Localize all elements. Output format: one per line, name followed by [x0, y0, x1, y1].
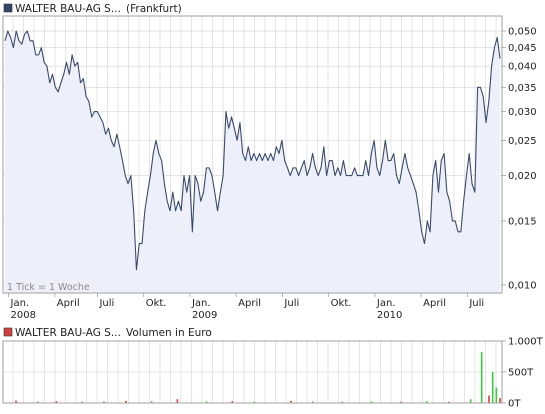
price-x-tick-year: 2009 [192, 310, 217, 321]
price-y-tick-label: 0,040 [508, 62, 537, 73]
price-area [5, 31, 500, 294]
price-x-tick-label: April [238, 298, 261, 309]
volume-bar [488, 395, 490, 403]
price-line [4, 30, 501, 271]
volume-y-tick-label: 1.000T [508, 337, 544, 348]
price-x-tick-year: 2008 [11, 310, 36, 321]
volume-bar [425, 401, 428, 403]
volume-bar [341, 401, 344, 403]
price-y-tick-label: 0,035 [508, 83, 537, 94]
volume-y-tick-label: 0T [508, 399, 521, 410]
volume-legend-market: Volumen in Euro [126, 327, 212, 339]
volume-bar [370, 401, 373, 403]
volume-y-tick-label: 500T [508, 368, 534, 379]
volume-bar [312, 401, 314, 403]
price-x-tick-label: Okt. [331, 298, 352, 309]
price-y-tick-label: 0,020 [508, 171, 537, 182]
volume-bar [480, 352, 483, 403]
volume-bar [125, 400, 127, 403]
price-x-tick-label: Jan. [10, 298, 30, 309]
volume-bars [15, 352, 501, 403]
volume-bar [447, 401, 450, 403]
price-y-tick-label: 0,010 [508, 280, 537, 291]
volume-bar [469, 399, 472, 403]
price-y-axis: 0,010 0,015 0,020 0,025 0,030 0,035 0,040 0,045… [502, 27, 537, 291]
volume-bar [499, 398, 501, 403]
volume-legend-swatch [3, 327, 13, 337]
price-plot-frame [2, 15, 503, 294]
price-y-tick-label: 0,045 [508, 43, 537, 54]
volume-bar [400, 401, 402, 403]
price-legend-market: (Frankfurt) [126, 3, 182, 15]
price-x-tick-year: 2010 [377, 310, 402, 321]
volume-grid [3, 340, 502, 404]
price-legend-label: WALTER BAU-AG S... [15, 3, 121, 15]
price-x-tick-label: Juli [468, 298, 484, 309]
price-x-tick-label: Jan. [191, 298, 211, 309]
price-x-tick-label: Okt. [146, 298, 167, 309]
volume-bar [55, 401, 58, 403]
volume-bar [150, 401, 153, 403]
volume-bar [231, 401, 234, 403]
price-x-tick-label: Jan. [376, 298, 396, 309]
volume-y-axis: 0T 500T 1.000T [502, 337, 544, 410]
volume-bar [15, 400, 17, 403]
price-y-tick-label: 0,015 [508, 216, 537, 227]
price-x-tick-label: April [423, 298, 446, 309]
volume-bar [81, 401, 83, 403]
price-legend-swatch [3, 3, 13, 13]
price-x-tick-label: Juli [98, 298, 114, 309]
price-x-tick-label: April [57, 298, 80, 309]
volume-legend-label: WALTER BAU-AG S... [15, 327, 121, 339]
price-area-fill [5, 31, 500, 294]
price-series-line [4, 30, 501, 271]
volume-bar [253, 401, 256, 403]
volume-bar [176, 399, 179, 403]
price-y-tick-label: 0,025 [508, 136, 537, 147]
volume-bar [37, 401, 39, 403]
volume-bar [495, 387, 498, 403]
price-y-tick-label: 0,030 [508, 107, 537, 118]
tick-note: 1 Tick = 1 Woche [7, 282, 90, 293]
volume-bar [491, 372, 494, 403]
volume-bar [205, 401, 208, 403]
price-y-tick-label: 0,050 [508, 27, 537, 38]
price-x-tick-label: Juli [283, 298, 299, 309]
volume-bar [103, 401, 105, 403]
volume-bar [290, 400, 292, 403]
